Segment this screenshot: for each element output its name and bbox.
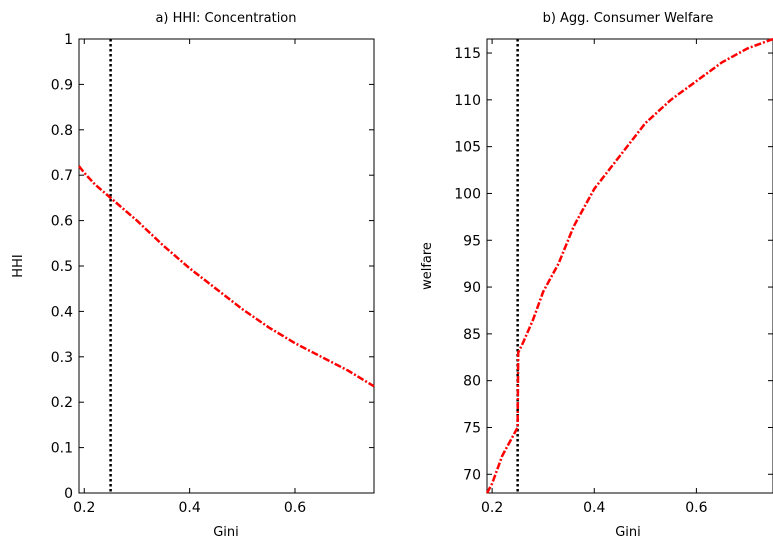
- chart-title-hhi: a) HHI: Concentration: [155, 11, 296, 26]
- y-tick-label: 0.2: [51, 395, 73, 411]
- y-tick-label: 1: [64, 32, 73, 48]
- y-tick-label: 110: [454, 93, 481, 109]
- series-line-hhi: [78, 165, 375, 388]
- x-axis-label-hhi: Gini: [213, 525, 239, 540]
- y-tick-label: 0.5: [51, 259, 73, 275]
- y-tick-label: 0: [64, 486, 73, 502]
- y-tick-label: 0.9: [51, 77, 73, 93]
- y-tick-label: 0.4: [51, 304, 73, 320]
- x-tick-label: 0.6: [284, 500, 306, 516]
- series-line-welfare: [485, 37, 773, 494]
- series-group-hhi: [78, 165, 375, 388]
- y-tick-label: 0.6: [51, 214, 73, 230]
- x-tick-label: 0.4: [583, 500, 605, 516]
- plot-area-welfare: [486, 38, 773, 494]
- y-axis-label-welfare: welfare: [420, 242, 435, 290]
- y-tick-label: 75: [463, 420, 481, 436]
- y-tick-label: 90: [463, 280, 481, 296]
- chart-title-welfare: b) Agg. Consumer Welfare: [543, 11, 714, 26]
- y-tick-label: 0.1: [51, 441, 73, 457]
- x-tick-label: 0.2: [73, 500, 95, 516]
- y-tick-label: 100: [454, 186, 481, 202]
- y-tick-label: 95: [463, 233, 481, 249]
- y-tick-label: 70: [463, 467, 481, 483]
- y-tick-label: 0.7: [51, 168, 73, 184]
- x-tick-label: 0.6: [685, 500, 707, 516]
- panel-welfare: b) Agg. Consumer Welfare Gini welfare 70…: [420, 11, 773, 540]
- panel-hhi: a) HHI: Concentration Gini HHI 0 0.1 0.2 0.…: [11, 11, 375, 540]
- y-tick-label: 0.3: [51, 350, 73, 366]
- axis-ticks-hhi: 0 0.1 0.2 0.3 0.4 0.5 0.6 0.7 0.8 0.9 1 0.2 0.4 0.6: [51, 32, 374, 516]
- y-tick-label: 115: [454, 46, 481, 62]
- series-group-welfare: [485, 37, 773, 494]
- axis-ticks-welfare: 70 75 80 85 90 95 100 105 110 115 0.2 0.4 0.6: [454, 39, 773, 516]
- plot-area-hhi: [78, 38, 375, 494]
- y-tick-label: 85: [463, 327, 481, 343]
- y-tick-label: 80: [463, 374, 481, 390]
- y-tick-label: 105: [454, 140, 481, 156]
- x-tick-label: 0.2: [481, 500, 503, 516]
- x-tick-label: 0.4: [178, 500, 200, 516]
- x-axis-label-welfare: Gini: [615, 525, 641, 540]
- y-axis-label-hhi: HHI: [11, 254, 26, 277]
- y-tick-label: 0.8: [51, 123, 73, 139]
